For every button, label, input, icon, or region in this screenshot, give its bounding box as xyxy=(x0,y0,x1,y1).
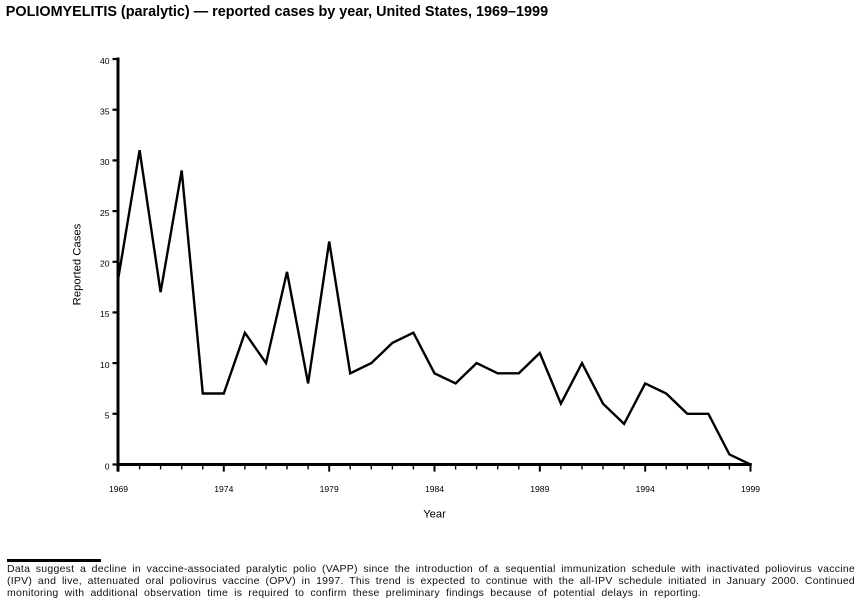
svg-text:10: 10 xyxy=(100,360,110,370)
svg-text:20: 20 xyxy=(100,259,110,269)
svg-text:30: 30 xyxy=(100,157,110,167)
svg-text:0: 0 xyxy=(105,461,110,471)
svg-text:1994: 1994 xyxy=(636,484,655,494)
svg-text:15: 15 xyxy=(100,309,110,319)
svg-text:5: 5 xyxy=(105,411,110,421)
svg-text:35: 35 xyxy=(100,107,110,117)
svg-text:1979: 1979 xyxy=(320,484,339,494)
svg-text:1984: 1984 xyxy=(425,484,444,494)
svg-text:Year: Year xyxy=(423,509,446,521)
svg-text:1989: 1989 xyxy=(530,484,549,494)
svg-text:1999: 1999 xyxy=(741,484,760,494)
svg-text:40: 40 xyxy=(100,56,110,66)
svg-text:1969: 1969 xyxy=(109,484,128,494)
svg-text:1974: 1974 xyxy=(214,484,233,494)
svg-text:25: 25 xyxy=(100,208,110,218)
svg-text:Reported Cases: Reported Cases xyxy=(72,223,84,305)
